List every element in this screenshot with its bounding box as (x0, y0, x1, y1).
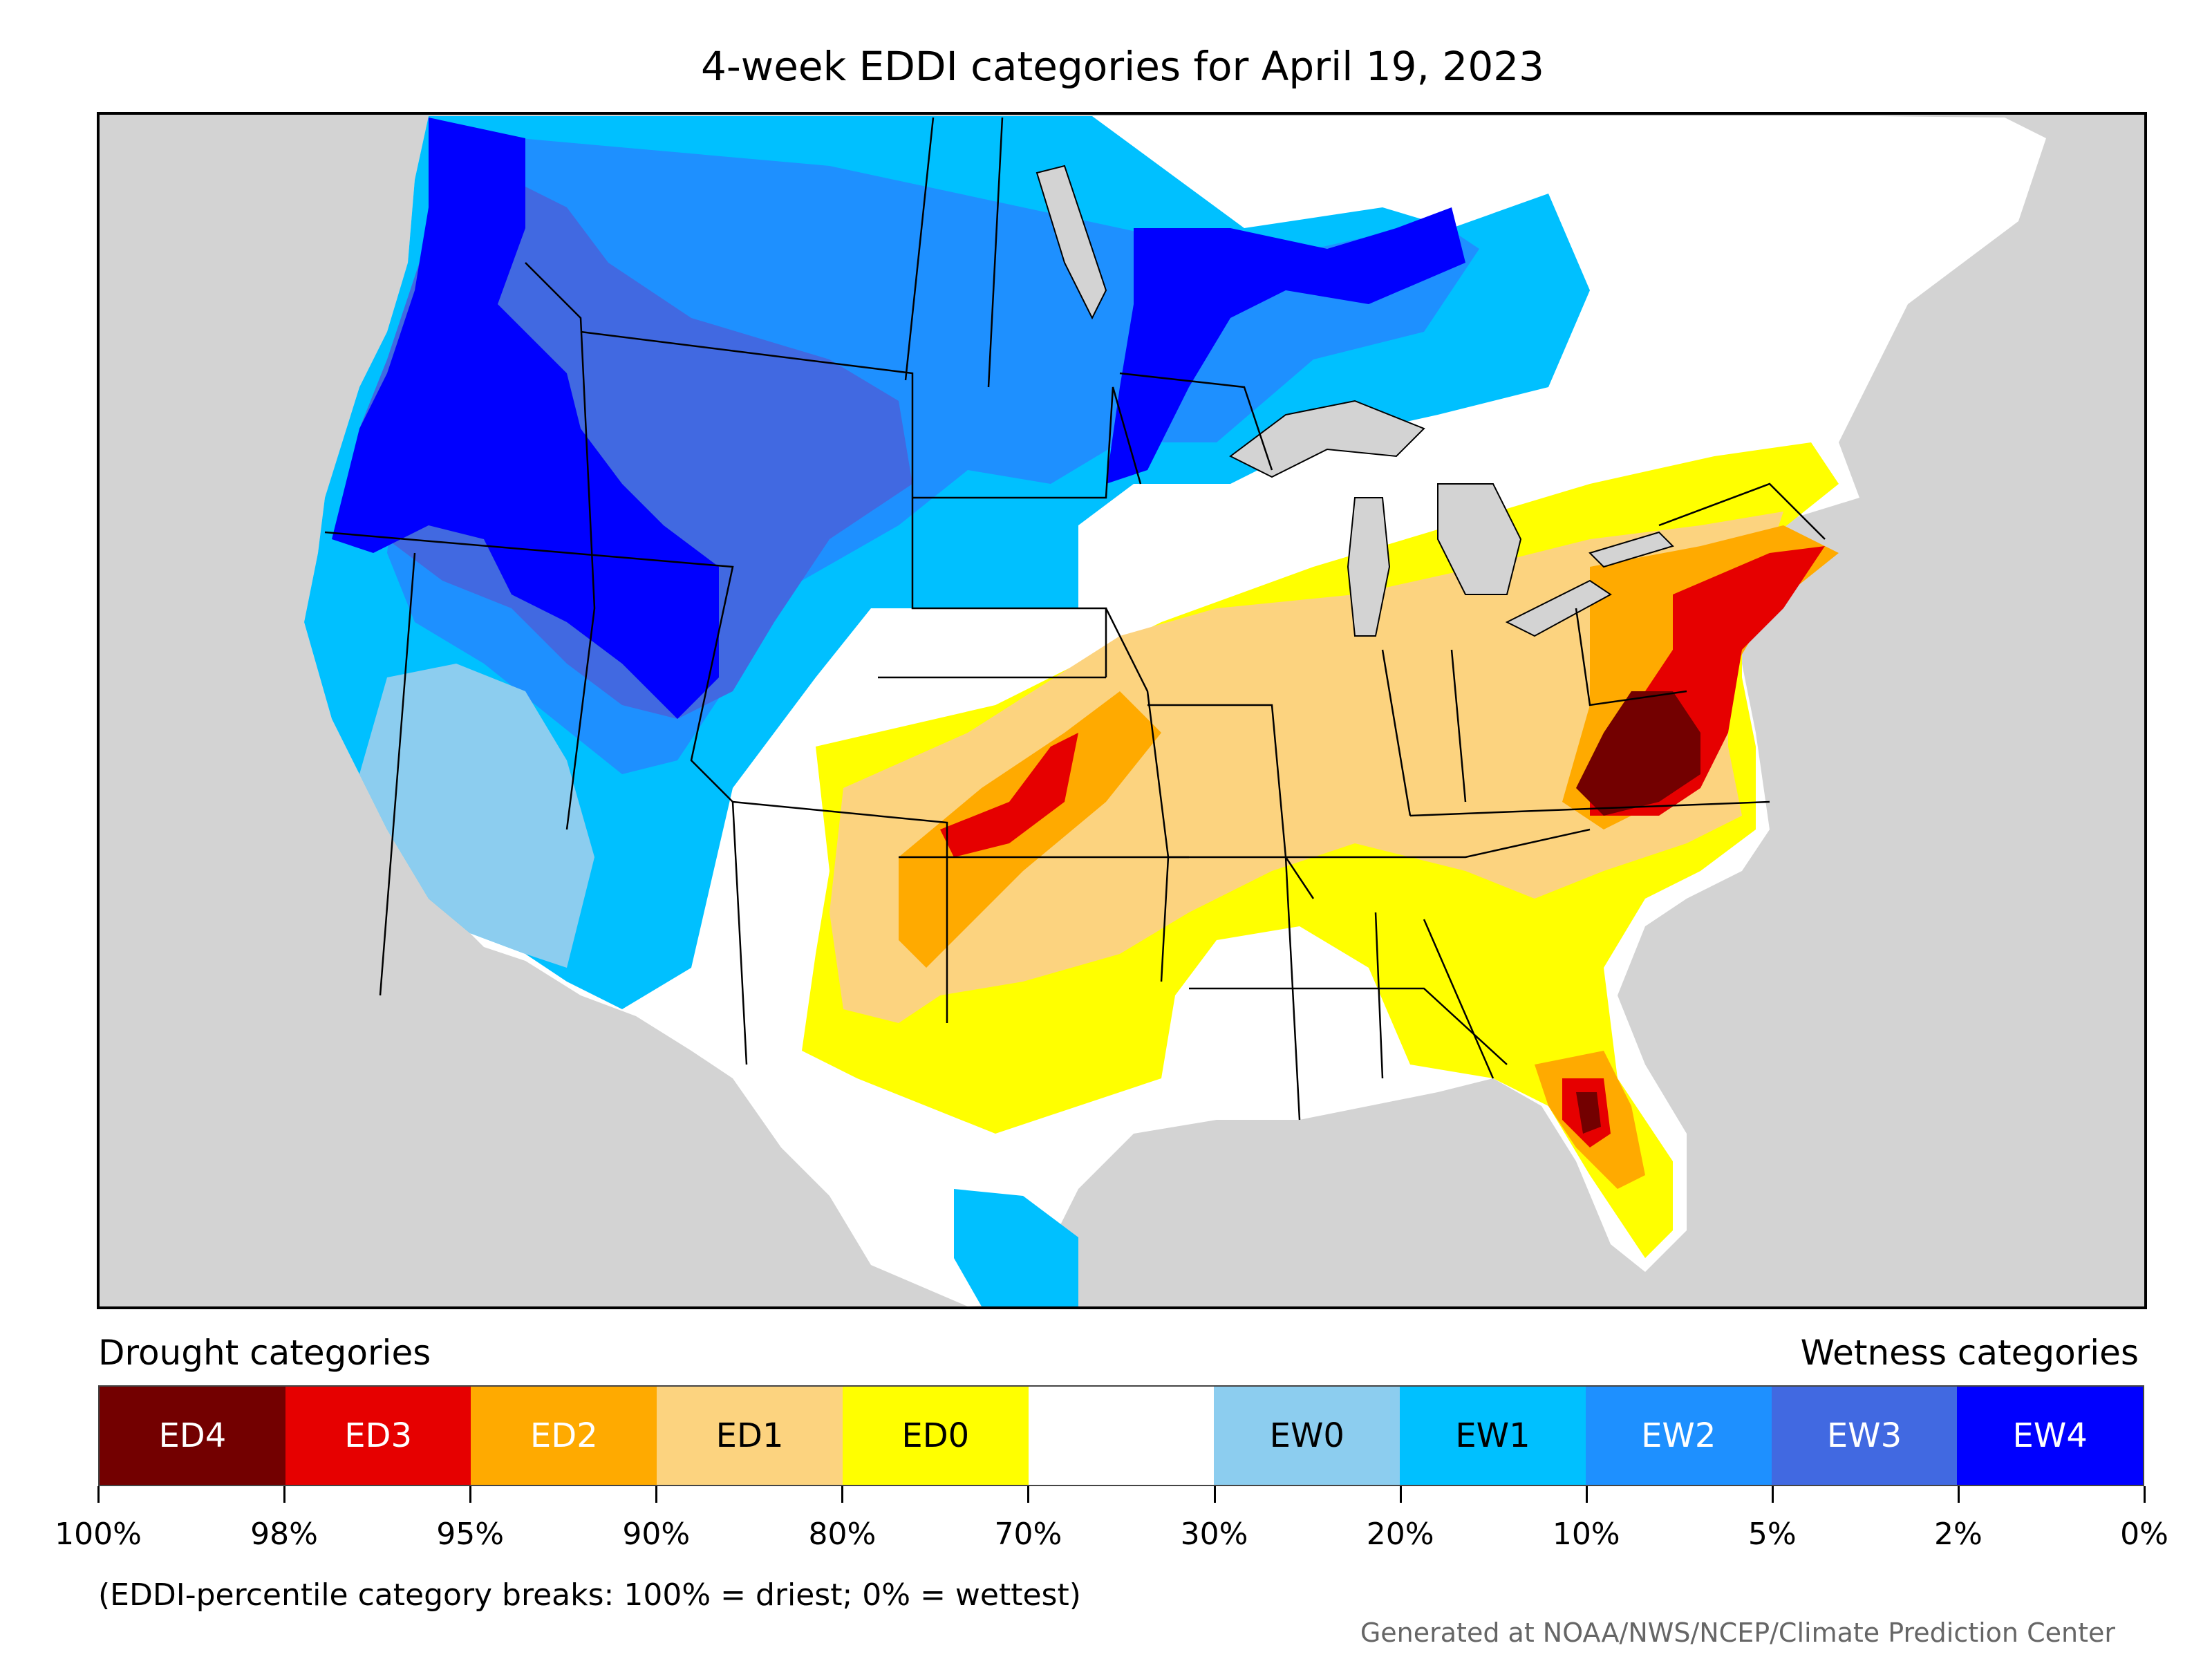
colorbar-tick-label: 5% (1747, 1517, 1797, 1552)
ew4-region-north (1106, 207, 1465, 484)
ed1-region (830, 512, 1783, 1023)
legend-swatch-ed3: ED3 (285, 1387, 471, 1485)
wetness-categories-label: Wetness categories (1800, 1333, 2139, 1373)
category-colorbar: ED4 ED3 ED2 ED1 ED0 EW0 EW1 EW2 EW3 EW4 (98, 1385, 2144, 1486)
lake-superior (1229, 400, 1425, 478)
drought-categories-label: Drought categories (98, 1333, 431, 1373)
lake-winnipeg (1035, 165, 1107, 320)
colorbar-tick (655, 1486, 658, 1503)
colorbar-tick (1213, 1486, 1216, 1503)
drought-regions (802, 442, 1839, 1258)
legend-swatch-ed2: ED2 (471, 1387, 657, 1485)
colorbar-tick (97, 1486, 100, 1503)
colorbar-tick (283, 1486, 286, 1503)
colorbar-tick-label: 20% (1366, 1517, 1434, 1552)
credit-line: Generated at NOAA/NWS/NCEP/Climate Predi… (1360, 1618, 2115, 1648)
ew0-region-west (359, 664, 594, 968)
state-boundaries (324, 117, 1826, 1121)
colorbar-tick (1399, 1486, 1402, 1503)
colorbar-tick (841, 1486, 844, 1503)
legend-swatch-neutral (1028, 1387, 1215, 1485)
lake-huron (1437, 483, 1522, 595)
category-note: (EDDI-percentile category breaks: 100% =… (98, 1577, 1081, 1613)
legend-swatch-ed1: ED1 (657, 1387, 843, 1485)
ed3-region-plains (940, 733, 1078, 857)
colorbar-tick-label: 0% (2120, 1517, 2168, 1552)
legend-swatch-ew2: EW2 (1585, 1387, 1772, 1485)
ew1-region-texas (954, 1189, 1078, 1306)
colorbar-tick-label: 30% (1180, 1517, 1248, 1552)
lake-erie (1505, 579, 1612, 637)
colorbar-tick (1771, 1486, 1774, 1503)
colorbar-tick-label: 90% (622, 1517, 691, 1552)
legend-swatch-ew4: EW4 (1957, 1387, 2144, 1485)
ed4-region-florida (1576, 1092, 1601, 1134)
colorbar-tick (469, 1486, 472, 1503)
colorbar-tick (1585, 1486, 1588, 1503)
wetness-regions (304, 116, 1590, 1306)
colorbar-tick-label: 80% (808, 1517, 877, 1552)
lake-ontario (1588, 531, 1674, 568)
colorbar-tick-label: 10% (1552, 1517, 1620, 1552)
colorbar-ticks (97, 1486, 2146, 1503)
map-frame (97, 112, 2147, 1309)
ed4-region-virginia (1576, 691, 1700, 816)
colorbar-tick-label: 2% (1934, 1517, 1983, 1552)
colorbar-tick (2144, 1486, 2146, 1503)
colorbar-tick-label: 70% (994, 1517, 1062, 1552)
colorbar-tick-label: 95% (436, 1517, 505, 1552)
lake-michigan (1347, 497, 1391, 637)
great-lakes (1035, 165, 1674, 637)
colorbar-tick (1027, 1486, 1030, 1503)
legend-swatch-ed4: ED4 (100, 1387, 285, 1485)
colorbar-tick (1957, 1486, 1960, 1503)
colorbar-tick-label: 98% (250, 1517, 318, 1552)
ed2-region (899, 691, 1161, 968)
legend-swatch-ed0: ED0 (842, 1387, 1029, 1485)
colorbar-tick-label: 100% (55, 1517, 142, 1552)
legend-swatch-ew3: EW3 (1771, 1387, 1958, 1485)
ew4-region (332, 118, 719, 719)
map-title: 4-week EDDI categories for April 19, 202… (700, 43, 1545, 90)
legend-swatch-ew0: EW0 (1214, 1387, 1400, 1485)
legend-swatch-ew1: EW1 (1400, 1387, 1586, 1485)
